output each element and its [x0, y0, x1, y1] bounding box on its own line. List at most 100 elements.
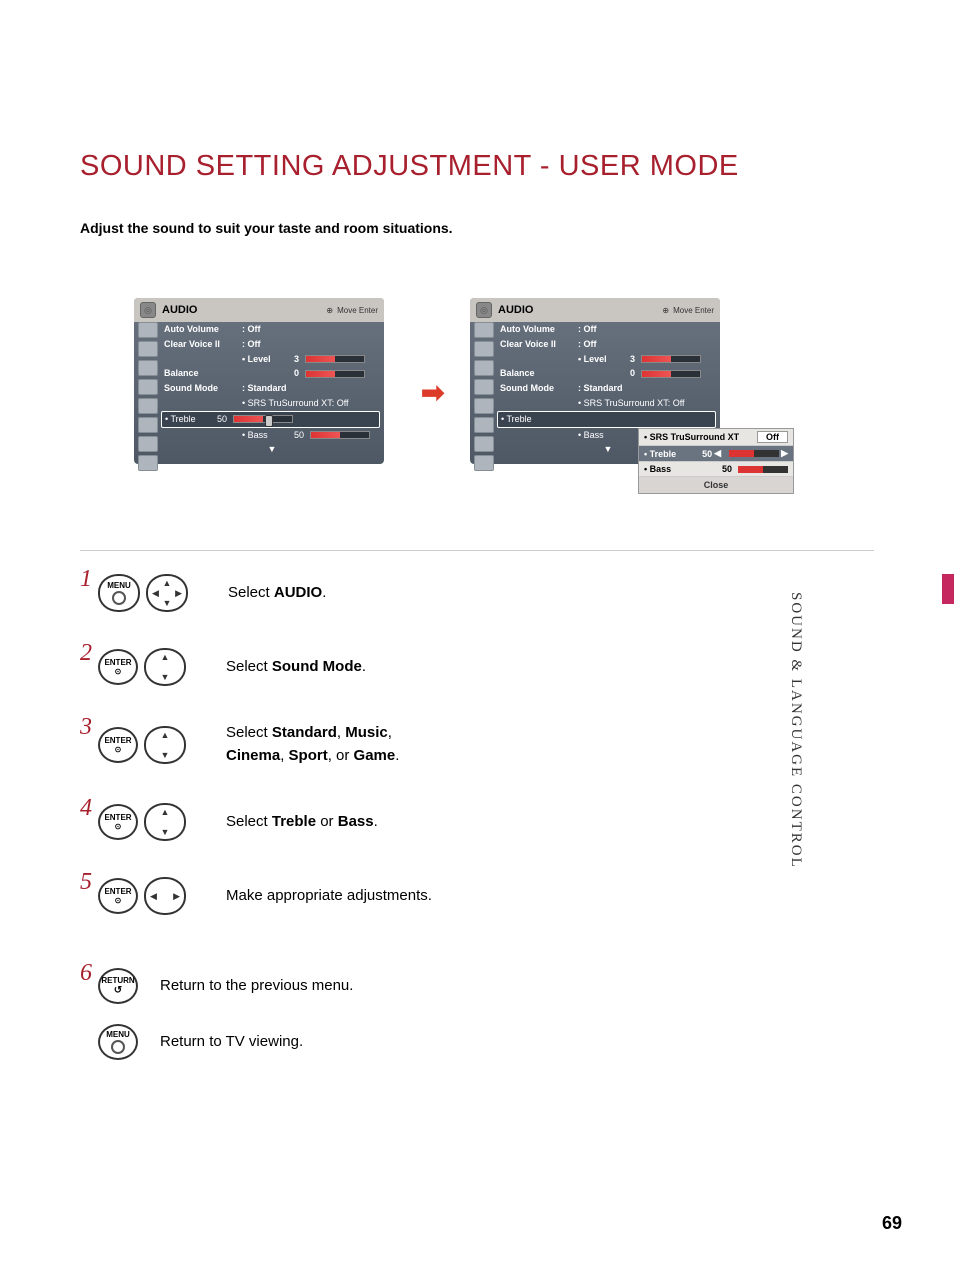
nav-icon: [474, 341, 494, 357]
balance-slider: [641, 370, 701, 378]
speaker-icon: ◎: [476, 302, 492, 318]
menu-button[interactable]: MENU: [98, 1024, 138, 1060]
dpad-updown[interactable]: ▲▼: [144, 803, 186, 841]
step-text: Return to the previous menu.: [160, 975, 353, 998]
step-text: Make appropriate adjustments.: [226, 885, 432, 908]
menu-button[interactable]: MENU: [98, 574, 140, 612]
menu-title: AUDIO: [498, 304, 533, 316]
menu-row-bass: • Bass 50: [164, 428, 380, 443]
step-2: 2 ENTER ⊙ ▲▼ Select Sound Mode.: [80, 648, 780, 686]
step-text: Select Sound Mode.: [226, 656, 366, 679]
nav-icon: [474, 436, 494, 452]
side-tab-marker: [942, 574, 954, 604]
menu-row-balance: Balance 0: [164, 366, 380, 381]
steps-list: 1 MENU ▲▼ ◀▶ Select AUDIO. 2 ENTER ⊙ ▲▼ …: [80, 574, 780, 951]
menu-row-clearvoice: Clear Voice II : Off: [164, 337, 380, 352]
nav-icon: [138, 341, 158, 357]
nav-icon: [138, 436, 158, 452]
enter-button[interactable]: ENTER ⊙: [98, 804, 138, 840]
nav-icon: [474, 379, 494, 395]
menu-row-level: • Level 3: [164, 352, 380, 367]
step-4: 4 ENTER ⊙ ▲▼ Select Treble or Bass.: [80, 803, 780, 841]
speaker-icon: ◎: [140, 302, 156, 318]
menu-row-soundmode: Sound Mode : Standard: [500, 381, 716, 396]
step-number: 3: [80, 714, 98, 741]
step-1: 1 MENU ▲▼ ◀▶ Select AUDIO.: [80, 574, 780, 612]
audio-menu-left: ◎ AUDIO ⊕Move Enter Auto Volume : Off Cl…: [134, 298, 384, 464]
nav-icon: [138, 379, 158, 395]
nav-icon: [474, 322, 494, 338]
menu-help-text: ⊕Move Enter: [326, 306, 378, 315]
bass-slider: [738, 466, 788, 473]
step-5: 5 ENTER ⊙ ◀▶ Make appropriate adjustment…: [80, 877, 780, 915]
step-text: Select AUDIO.: [228, 582, 326, 605]
step-number: 5: [80, 869, 98, 896]
nav-icon: [474, 360, 494, 376]
menu-header: ◎ AUDIO ⊕Move Enter: [470, 298, 720, 322]
menu-title: AUDIO: [162, 304, 197, 316]
popup-treble-row: • Treble 50 ◀ ▶: [639, 446, 793, 462]
enter-button[interactable]: ENTER ⊙: [98, 727, 138, 763]
step-3: 3 ENTER ⊙ ▲▼ Select Standard, Music, Cin…: [80, 722, 780, 767]
menu-nav-icons: [474, 322, 498, 471]
popup-close-button[interactable]: Close: [639, 477, 793, 493]
step-number: 1: [80, 566, 98, 593]
menu-row-level: • Level 3: [500, 352, 716, 367]
menu-row-srs: • SRS TruSurround XT: Off: [500, 396, 716, 411]
bass-slider: [310, 431, 370, 439]
dpad-updown[interactable]: ▲▼: [144, 726, 186, 764]
step-number: 4: [80, 795, 98, 822]
side-tab: SOUND & LANGUAGE CONTROL: [938, 574, 954, 934]
balance-slider: [305, 370, 365, 378]
step-7: MENU Return to TV viewing.: [98, 1024, 353, 1060]
step-number: 2: [80, 640, 98, 667]
page-title: SOUND SETTING ADJUSTMENT - USER MODE: [80, 150, 739, 183]
menu-row-soundmode: Sound Mode : Standard: [164, 381, 380, 396]
button-circle-icon: [111, 1040, 125, 1054]
nav-icon: [474, 398, 494, 414]
menu-row-balance: Balance 0: [500, 366, 716, 381]
side-tab-label: SOUND & LANGUAGE CONTROL: [787, 592, 804, 872]
dpad-leftright[interactable]: ◀▶: [144, 877, 186, 915]
popup-bass-row: • Bass 50: [639, 462, 793, 477]
menu-body: Auto Volume : Off Clear Voice II : Off •…: [164, 322, 380, 455]
step-number: 6: [80, 960, 98, 987]
popup-srs-row: • SRS TruSurround XT Off: [639, 429, 793, 446]
level-slider: [305, 355, 365, 363]
step-text: Select Standard, Music, Cinema, Sport, o…: [226, 722, 399, 767]
arrow-right-icon: ➡: [421, 376, 444, 409]
nav-icon: [138, 322, 158, 338]
sound-popup: • SRS TruSurround XT Off • Treble 50 ◀ ▶…: [638, 428, 794, 494]
treble-slider: [729, 450, 779, 457]
enter-button[interactable]: ENTER ⊙: [98, 649, 138, 685]
menu-header: ◎ AUDIO ⊕Move Enter: [134, 298, 384, 322]
button-circle-icon: [112, 591, 126, 605]
dpad-4way[interactable]: ▲▼ ◀▶: [146, 574, 188, 612]
menu-row-autovolume: Auto Volume : Off: [500, 322, 716, 337]
section-divider: [80, 550, 874, 551]
menu-row-srs: • SRS TruSurround XT: Off: [164, 396, 380, 411]
nav-icon: [138, 398, 158, 414]
enter-button[interactable]: ENTER ⊙: [98, 878, 138, 914]
menu-help-text: ⊕Move Enter: [662, 306, 714, 315]
step-text: Return to TV viewing.: [160, 1031, 303, 1054]
final-steps: 6 RETURN ↺ Return to the previous menu. …: [80, 968, 353, 1080]
nav-icon: [138, 360, 158, 376]
menu-row-treble-selected: • Treble: [497, 411, 716, 428]
nav-icon: [474, 417, 494, 433]
nav-icon: [138, 417, 158, 433]
step-text: Select Treble or Bass.: [226, 811, 378, 834]
step-6: 6 RETURN ↺ Return to the previous menu.: [80, 968, 353, 1004]
menu-row-clearvoice: Clear Voice II : Off: [500, 337, 716, 352]
dpad-updown[interactable]: ▲▼: [144, 648, 186, 686]
treble-slider: [233, 415, 293, 423]
nav-icon: [138, 455, 158, 471]
scroll-down-icon: ▼: [164, 442, 380, 455]
return-button[interactable]: RETURN ↺: [98, 968, 138, 1004]
menu-row-treble-selected: • Treble 50: [161, 411, 380, 428]
menu-nav-icons: [138, 322, 162, 471]
page-number: 69: [882, 1213, 902, 1234]
nav-icon: [474, 455, 494, 471]
level-slider: [641, 355, 701, 363]
menu-row-autovolume: Auto Volume : Off: [164, 322, 380, 337]
